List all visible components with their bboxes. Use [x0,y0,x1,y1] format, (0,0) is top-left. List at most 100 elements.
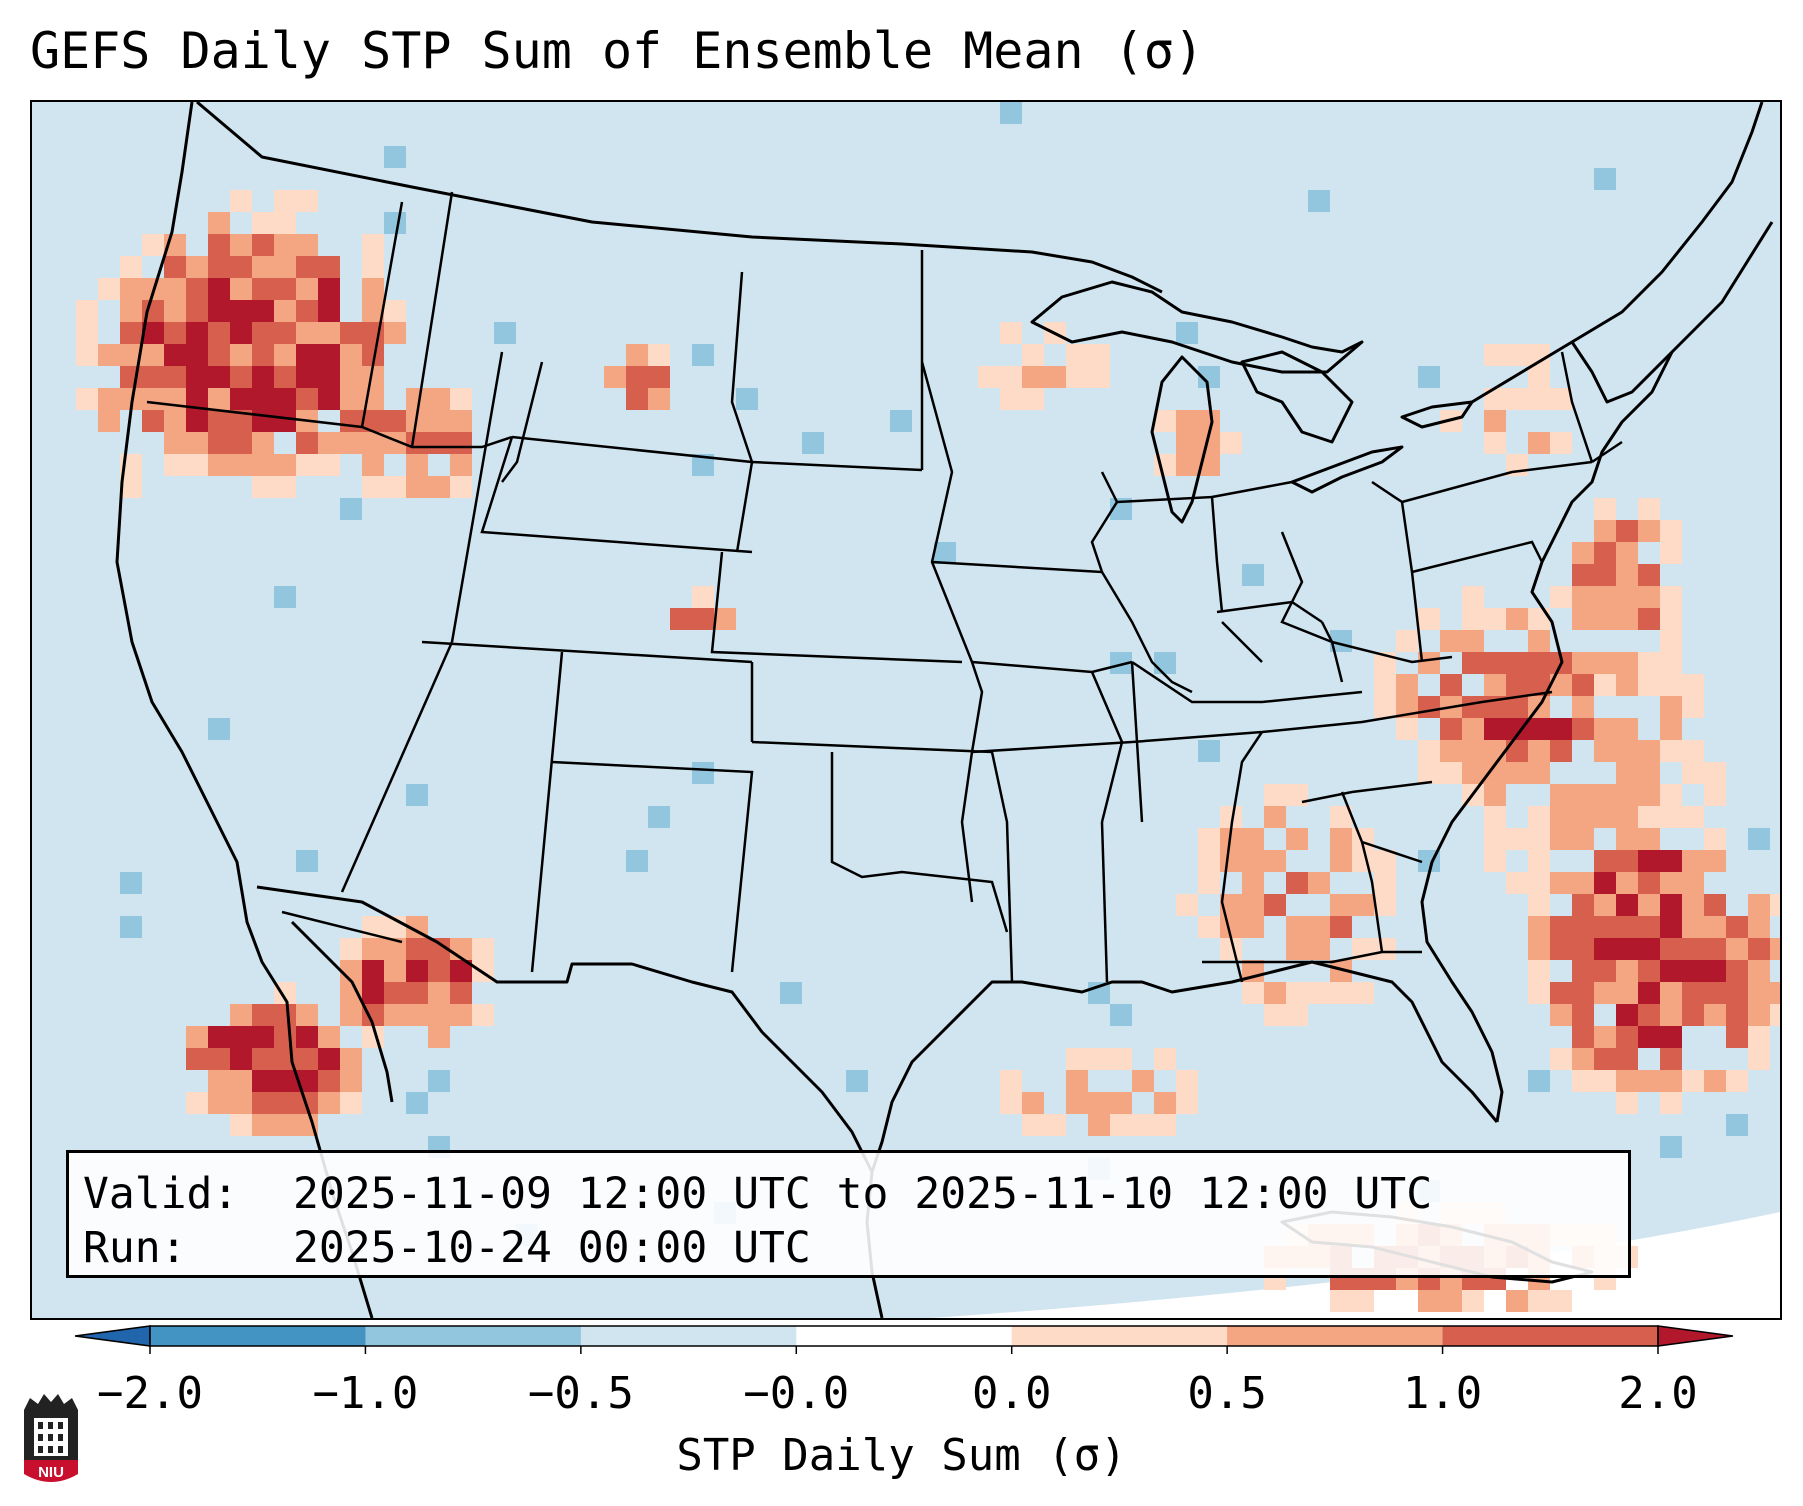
stp-cell [296,322,318,344]
stp-cell [1748,982,1770,1004]
stp-cell [1374,894,1396,916]
colorbar-tick-label: −1.0 [312,1368,419,1419]
stp-cell [1506,344,1528,366]
stp-cell [142,234,164,256]
stp-cell [1308,982,1330,1004]
colorbar-tick-label: 0.0 [971,1368,1052,1419]
stp-cell [450,960,472,982]
coastline-east [1420,351,1674,1123]
stp-cell [1528,806,1550,828]
stp-cell [1638,674,1660,696]
lake-huron [1240,350,1354,444]
stp-cell [1616,806,1638,828]
colorbar-under-extend [74,1325,151,1347]
stp-cell [1528,960,1550,982]
stp-cell [1572,718,1594,740]
colorbar-outline [149,1325,1659,1347]
stp-cell [1726,1026,1748,1048]
colorbar-label: STP Daily Sum (σ) [676,1430,1127,1481]
stp-cell [318,454,340,476]
stp-cell [1374,938,1396,960]
stp-cell [626,344,648,366]
stp-cell [1418,608,1440,630]
stp-cell [1198,432,1220,454]
stp-cell [274,1114,296,1136]
stp-cell [274,586,296,608]
stp-cell [362,1004,384,1026]
stp-cell [1484,608,1506,630]
stp-cell [1638,740,1660,762]
stp-cell [1550,586,1572,608]
stp-cell [252,454,274,476]
stp-cell [1462,652,1484,674]
stp-cell [1286,982,1308,1004]
stp-cell [120,300,142,322]
stp-cell [1484,652,1506,674]
stp-cell [1638,498,1660,520]
stp-cell [1220,432,1242,454]
stp-cell [384,938,406,960]
stp-cell [252,366,274,388]
stp-cell [296,1004,318,1026]
stp-cell [1660,784,1682,806]
stp-cell [1440,762,1462,784]
stp-cell [384,146,406,168]
stp-cell [1572,938,1594,960]
stp-cell [1726,960,1748,982]
stp-cell [1572,894,1594,916]
stp-cell [186,454,208,476]
stp-cell [1462,762,1484,784]
stp-cell [1484,410,1506,432]
stp-cell [1748,1048,1770,1070]
stp-cell [1616,938,1638,960]
stp-cell [120,256,142,278]
stp-cell [1594,960,1616,982]
stp-cell [1418,366,1440,388]
stp-cell [340,982,362,1004]
stp-cell [1484,806,1506,828]
colorbar [74,1325,1734,1354]
run-row: Run: 2025-10-24 00:00 UTC [83,1221,1614,1275]
stp-cell [340,498,362,520]
stp-cell [1682,696,1704,718]
stp-cell [230,432,252,454]
stp-cell [296,454,318,476]
stp-cell [1748,894,1770,916]
stp-cell [1594,894,1616,916]
stp-cell [1660,938,1682,960]
stp-cell [318,322,340,344]
stp-cell [384,300,406,322]
stp-cell [274,388,296,410]
stp-cell [1528,762,1550,784]
stp-cell [98,410,120,432]
stp-cell [208,388,230,410]
stp-cell [1638,894,1660,916]
map-panel[interactable] [30,100,1782,1320]
stp-cell [1638,608,1660,630]
stp-cell [406,388,428,410]
stp-cell [340,938,362,960]
stp-cell [1594,872,1616,894]
stp-cell [1594,982,1616,1004]
stp-cell [142,344,164,366]
colorbar-bin [580,1326,797,1346]
stp-cell [1484,718,1506,740]
stp-cell [1616,850,1638,872]
stp-cell [1572,806,1594,828]
stp-cell [296,190,318,212]
stp-cell [1110,1048,1132,1070]
stp-cell [1638,1070,1660,1092]
stp-cell [1660,520,1682,542]
stp-cell [626,850,648,872]
stp-cell [384,982,406,1004]
stp-cell [1616,652,1638,674]
stp-cell [604,366,626,388]
stp-cell [1594,168,1616,190]
stp-cell [1704,1070,1726,1092]
stp-cell [1242,872,1264,894]
stp-cell [384,322,406,344]
stp-cell [208,410,230,432]
stp-cell [1330,828,1352,850]
colorbar-bin [1011,1326,1228,1346]
stp-cell [1176,410,1198,432]
